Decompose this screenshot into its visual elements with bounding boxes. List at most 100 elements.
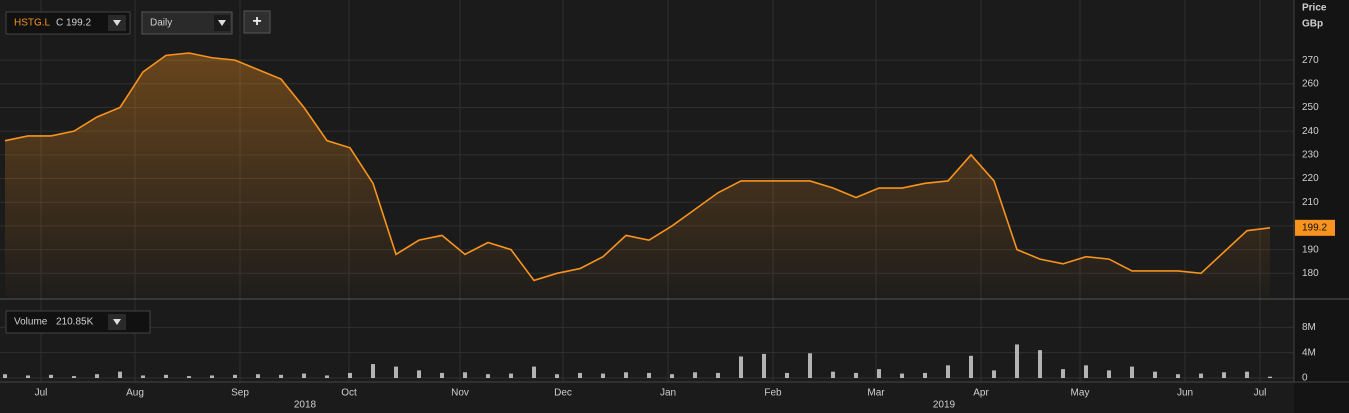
add-icon: +	[252, 13, 261, 30]
volume-bar	[1245, 371, 1249, 378]
y-tick-label: 230	[1302, 150, 1319, 161]
volume-bar	[463, 372, 467, 378]
y-tick-label: 4M	[1302, 347, 1316, 358]
axis-panel	[1294, 0, 1349, 413]
volume-bar	[1038, 350, 1042, 378]
volume-bar	[187, 376, 191, 378]
price-line	[4, 52, 1271, 282]
volume-bar	[302, 373, 306, 378]
x-tick-label: Jul	[35, 388, 48, 399]
volume-bar	[3, 374, 7, 378]
volume-bar	[26, 375, 30, 378]
volume-bar	[417, 370, 421, 378]
y-tick-label: 190	[1302, 244, 1319, 255]
y-tick-label: 270	[1302, 55, 1319, 66]
last-price-label: 199.2	[1302, 222, 1327, 233]
volume-bar	[555, 374, 559, 378]
volume-bar	[440, 372, 444, 378]
volume-bar	[831, 371, 835, 378]
y-tick-label: 240	[1302, 126, 1319, 137]
volume-bar	[946, 365, 950, 378]
grid	[0, 0, 1294, 382]
volume-bar	[394, 366, 398, 378]
volume-bar	[325, 375, 329, 378]
y-axis-title: Price	[1302, 3, 1327, 14]
x-tick-label: Sep	[231, 388, 249, 399]
x-tick-label: Dec	[554, 388, 572, 399]
x-tick-label: Mar	[867, 388, 885, 399]
price-area	[5, 53, 1270, 298]
x-tick-label: Oct	[341, 388, 357, 399]
last-price-box	[1295, 219, 1335, 236]
volume-bar	[900, 373, 904, 378]
ticker-box[interactable]	[5, 11, 131, 35]
volume-value: 210.85K	[56, 317, 94, 328]
volume-bar	[164, 374, 168, 378]
volume-bar	[233, 374, 237, 378]
y-tick-label: 250	[1302, 102, 1319, 113]
volume-bar	[969, 355, 973, 378]
volume-bar	[624, 372, 628, 378]
year-label: 2019	[933, 400, 956, 411]
y-tick-label: 220	[1302, 173, 1319, 184]
volume-bar	[118, 371, 122, 378]
volume-bar	[1268, 376, 1272, 378]
volume-bar	[1153, 371, 1157, 378]
volume-bar	[647, 372, 651, 378]
volume-bar	[693, 372, 697, 378]
volume-bar	[808, 353, 812, 378]
labels: Jul Aug Sep Oct Nov Dec Jan Feb Mar Apr May Jun Jul 2…	[35, 55, 1335, 411]
volume-bar	[371, 364, 375, 378]
ticker: HSTG.L	[14, 18, 51, 29]
add-button[interactable]	[243, 10, 271, 34]
dropdown-arrow	[218, 20, 226, 26]
volume-bar	[601, 373, 605, 378]
volume-bar	[785, 372, 789, 378]
x-tick-label: Jan	[660, 388, 676, 399]
volume-bar	[992, 370, 996, 378]
x-tick-label: Aug	[126, 388, 144, 399]
volume-bar	[1222, 372, 1226, 378]
volume-bar	[210, 375, 214, 378]
volume-bar	[256, 374, 260, 378]
y-tick-label: 260	[1302, 78, 1319, 89]
volume-bar	[1176, 374, 1180, 378]
volume-bar	[670, 374, 674, 378]
close-prefix: C	[56, 18, 63, 29]
close-value: 199.2	[66, 18, 91, 29]
volume-bar	[486, 374, 490, 378]
volume-bar	[854, 372, 858, 378]
x-tick-label: Jul	[1254, 388, 1267, 399]
volume-bar	[716, 372, 720, 378]
volume-bar	[509, 373, 513, 378]
volume-bar	[578, 372, 582, 378]
dropdown-arrow	[113, 319, 121, 325]
volume-bar	[739, 356, 743, 378]
volume-bar	[1107, 370, 1111, 378]
y-tick-label: 0	[1302, 373, 1308, 384]
volume-bar	[532, 366, 536, 378]
x-tick-label: Nov	[451, 388, 469, 399]
volume-bar	[72, 376, 76, 378]
interval-box[interactable]	[141, 11, 233, 35]
y-axis-unit: GBp	[1302, 19, 1323, 30]
volume-bar	[1130, 366, 1134, 378]
y-tick-label: 180	[1302, 268, 1319, 279]
y-tick-label: 210	[1302, 197, 1319, 208]
x-tick-label: Feb	[764, 388, 782, 399]
volume-bar	[1084, 365, 1088, 378]
volume-title: Volume	[14, 317, 48, 328]
plot	[3, 52, 1272, 378]
y-tick-label: 8M	[1302, 322, 1316, 333]
volume-bar	[348, 372, 352, 378]
volume-bar	[279, 374, 283, 378]
dropdown-arrow	[113, 20, 121, 26]
volume-bar	[1061, 369, 1065, 378]
x-tick-label: May	[1071, 388, 1090, 399]
x-tick-label: Jun	[1177, 388, 1193, 399]
interval: Daily	[150, 18, 172, 29]
x-tick-label: Apr	[973, 388, 989, 399]
volume-bar	[923, 372, 927, 378]
volume-bar	[1199, 373, 1203, 378]
